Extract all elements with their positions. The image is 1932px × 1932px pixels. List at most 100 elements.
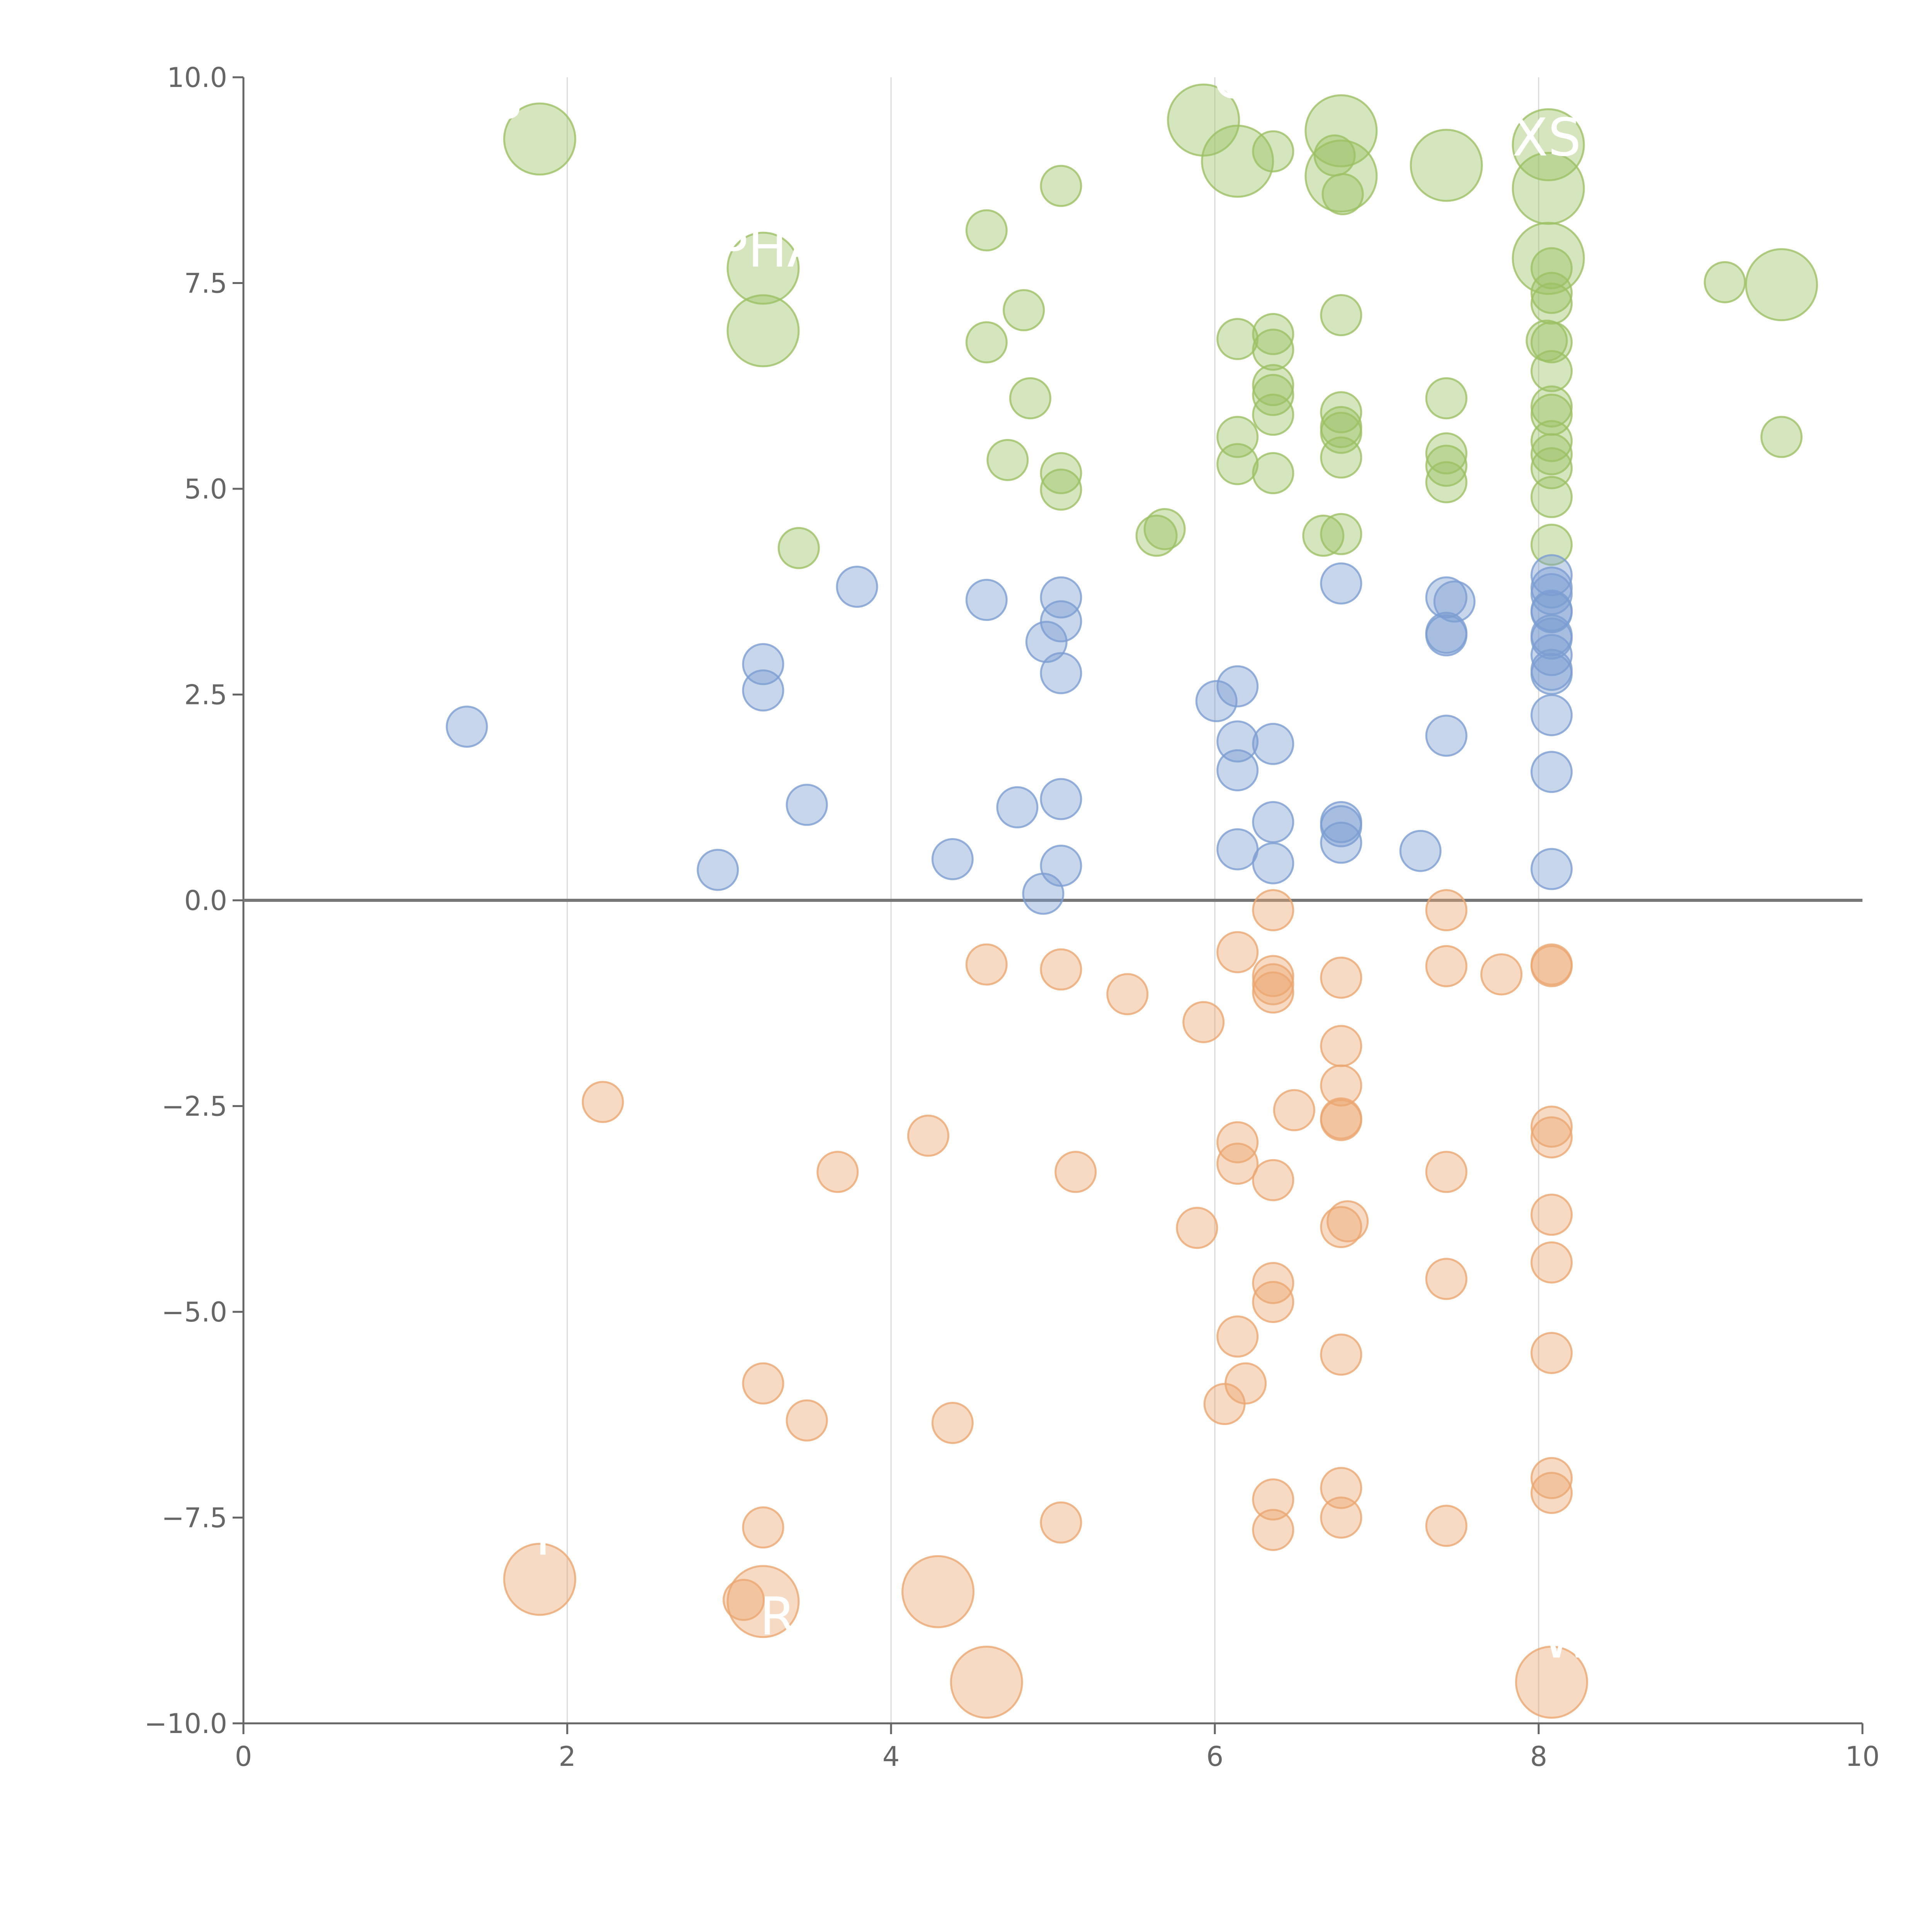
data-point [1040, 600, 1082, 643]
data-point [1022, 872, 1065, 915]
axes: 10.0 7.5 5.0 2.5 0.0 −2.5 −5.0 −7.5 −10.0 0 2 4 6 8 10 [144, 62, 1879, 1772]
data-points [446, 83, 1818, 1719]
data-point [1531, 591, 1573, 633]
data-point [1216, 749, 1259, 791]
data-point [1040, 576, 1082, 619]
data-point [1425, 945, 1468, 987]
data-point [1273, 1089, 1315, 1131]
data-point [742, 1506, 784, 1549]
data-point [986, 439, 1029, 481]
data-point [1216, 828, 1259, 871]
x-tick-label: 8 [1530, 1741, 1548, 1772]
data-point [503, 1543, 577, 1616]
data-point [1252, 328, 1294, 371]
data-point [1252, 130, 1294, 173]
data-point [1040, 452, 1082, 495]
data-point [1531, 1241, 1573, 1284]
data-point [1025, 621, 1068, 663]
data-point [1320, 1099, 1362, 1141]
data-point [1216, 665, 1259, 707]
y-tick-label: −7.5 [162, 1502, 227, 1534]
data-point [836, 565, 878, 608]
data-point [1216, 1121, 1259, 1163]
data-point [1216, 1143, 1259, 1185]
data-point [1531, 751, 1573, 793]
data-point [1252, 842, 1294, 884]
data-point [1252, 313, 1294, 355]
data-point [1531, 247, 1573, 289]
data-point [1531, 653, 1573, 695]
data-point [1425, 576, 1468, 619]
data-point [907, 1114, 949, 1157]
data-point [1531, 848, 1573, 890]
data-point [1531, 447, 1573, 490]
data-point [1320, 1497, 1362, 1539]
data-point [1425, 1258, 1468, 1300]
data-point [726, 294, 800, 367]
data-point [1216, 931, 1259, 973]
data-point [1252, 1159, 1294, 1201]
callout-label: R [760, 1586, 796, 1647]
y-tick-label: 2.5 [184, 679, 227, 711]
y-tick-label: −10.0 [144, 1708, 227, 1740]
y-tick-label: −2.5 [162, 1091, 227, 1122]
data-point [1009, 377, 1051, 420]
data-point [1135, 514, 1178, 557]
data-point [1531, 272, 1573, 314]
data-point [1531, 617, 1573, 660]
data-point [1195, 680, 1238, 723]
data-point [1252, 452, 1294, 495]
data-point [1302, 514, 1345, 557]
data-point [1531, 694, 1573, 736]
data-point [1531, 350, 1573, 392]
data-point [1399, 830, 1442, 872]
data-point [1425, 1505, 1468, 1547]
data-point [931, 1402, 974, 1444]
data-point [1040, 165, 1082, 207]
data-point [1320, 1333, 1362, 1376]
y-tick-label: −5.0 [162, 1296, 227, 1328]
data-point [816, 1151, 859, 1193]
data-point [1531, 1105, 1573, 1148]
data-point [1040, 778, 1082, 820]
data-point [723, 1579, 765, 1621]
data-point [1252, 393, 1294, 436]
data-point [965, 209, 1008, 252]
data-point [1252, 1509, 1294, 1551]
data-point [1425, 444, 1468, 487]
data-point [965, 579, 1008, 621]
data-point [1320, 412, 1362, 454]
data-point [1054, 1151, 1097, 1193]
data-point [1531, 476, 1573, 518]
data-point [1040, 468, 1082, 511]
data-point [1252, 971, 1294, 1014]
data-point [1252, 1281, 1294, 1323]
x-tick-label: 0 [235, 1741, 252, 1772]
y-tick-label: 0.0 [184, 885, 227, 917]
data-point [1531, 634, 1573, 676]
callout-label: C [1213, 49, 1249, 110]
x-tick-label: 2 [559, 1741, 576, 1772]
data-point [1252, 364, 1294, 406]
data-point [1304, 94, 1378, 167]
data-point [1531, 1194, 1573, 1236]
data-point [1040, 652, 1082, 694]
data-point [1216, 443, 1259, 485]
data-point [1320, 956, 1362, 999]
data-point [1320, 1064, 1362, 1107]
x-tick-label: 4 [883, 1741, 900, 1772]
data-point [1167, 83, 1240, 157]
data-point [1106, 973, 1149, 1015]
data-point [931, 838, 974, 880]
data-point [1320, 805, 1362, 847]
data-point [1252, 801, 1294, 844]
data-point [777, 527, 820, 569]
data-point [996, 786, 1039, 828]
data-point [1252, 1262, 1294, 1304]
data-point [1531, 433, 1573, 476]
data-point [950, 1646, 1023, 1719]
data-point [1531, 1116, 1573, 1158]
data-point [1425, 889, 1468, 932]
data-point [1320, 513, 1362, 555]
callout-label: W [1542, 1609, 1594, 1670]
